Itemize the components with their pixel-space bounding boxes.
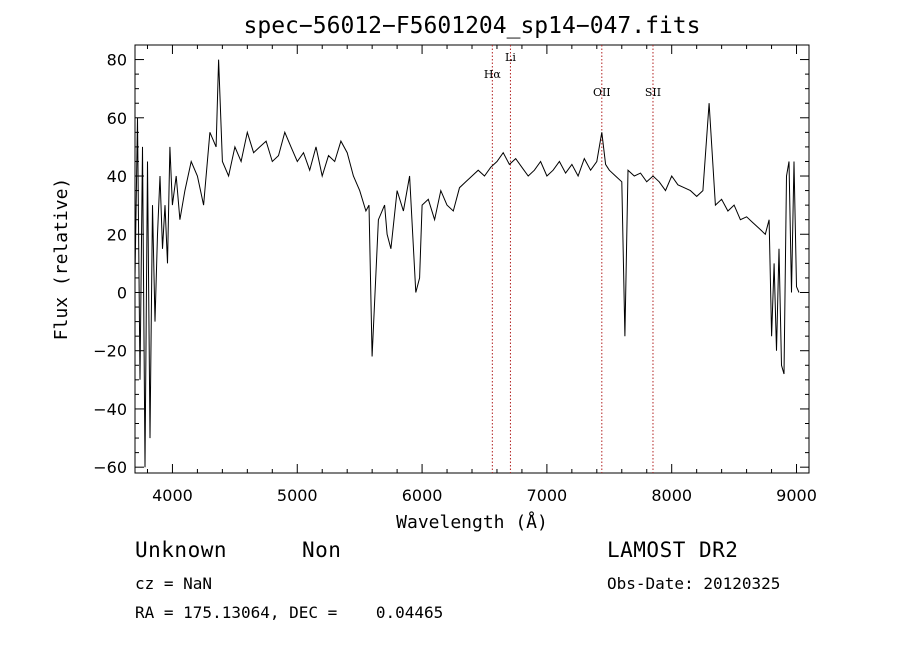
y-tick-label: −40	[93, 400, 127, 419]
obs-date-text: Obs-Date: 20120325	[607, 574, 781, 593]
y-tick-label: 80	[107, 51, 127, 70]
object-class-label: Unknown	[135, 538, 228, 562]
subclass-label: Non	[302, 538, 342, 562]
y-tick-label: 60	[107, 109, 127, 128]
y-tick-label: −60	[93, 458, 127, 477]
axis-ticks	[135, 45, 809, 473]
line-label-0: Hα	[484, 68, 502, 81]
x-tick-label: 9000	[776, 486, 817, 505]
chart-title: spec−56012−F5601204_sp14−047.fits	[244, 13, 701, 39]
y-tick-label: 40	[107, 167, 127, 186]
x-tick-label: 8000	[651, 486, 692, 505]
x-axis-label: Wavelength (Å)	[396, 511, 548, 533]
spectrum-line	[134, 59, 800, 468]
coordinates-text: RA = 175.13064, DEC = 0.04465	[135, 603, 444, 622]
line-label-2: OII	[593, 86, 611, 99]
x-tick-label: 5000	[277, 486, 318, 505]
x-tick-label: 6000	[402, 486, 443, 505]
y-tick-label: 0	[117, 283, 127, 302]
line-label-3: SII	[645, 86, 661, 99]
axis-tick-labels: 4000 5000 6000 7000 8000 9000 −60 −40 −20 0 20 40 60…	[93, 51, 817, 505]
line-label-1: Li	[505, 51, 516, 64]
y-tick-label: −20	[93, 342, 127, 361]
redshift-text: cz = NaN	[135, 574, 213, 593]
y-axis-label: Flux (relative)	[51, 178, 72, 341]
x-tick-label: 7000	[527, 486, 568, 505]
x-tick-label: 4000	[152, 486, 193, 505]
y-tick-label: 20	[107, 225, 127, 244]
plot-frame	[134, 44, 810, 474]
survey-label: LAMOST DR2	[607, 538, 739, 562]
